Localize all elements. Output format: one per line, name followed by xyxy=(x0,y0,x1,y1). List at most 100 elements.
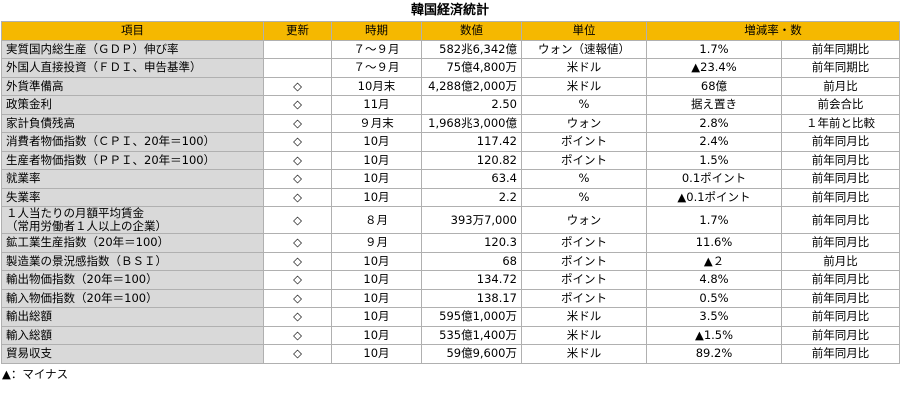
table-cell: ポイント xyxy=(521,251,647,271)
table-cell: 595億1,000万 xyxy=(421,307,522,327)
table-cell: 0.1ポイント xyxy=(646,169,782,189)
table-cell: 120.82 xyxy=(421,150,522,170)
table-row: 輸入物価指数（20年＝100） ◇ 10月 138.17 ポイント 0.5% 前年同月比 xyxy=(1,288,900,308)
table-cell: 前年同月比 xyxy=(781,132,900,152)
table-row: １人当たりの月額平均賃金 （常用労働者１人以上の企業） ◇ ８月 393万7,000 ウ… xyxy=(1,206,900,234)
header-cell: 数値 xyxy=(421,21,522,41)
table-cell: 実質国内総生産（ＧＤＰ）伸び率 xyxy=(1,39,264,59)
table-cell: ポイント xyxy=(521,233,647,253)
table-cell: 米ドル xyxy=(521,76,647,96)
table-cell: 製造業の景況感指数（ＢＳＩ） xyxy=(1,251,264,271)
table-cell: 134.72 xyxy=(421,270,522,290)
table-cell: 前年同月比 xyxy=(781,169,900,189)
table-cell: 0.5% xyxy=(646,288,782,308)
table-cell: ７～９月 xyxy=(331,39,422,59)
table-cell: 前年同月比 xyxy=(781,307,900,327)
table-row: 輸入総額 ◇ 10月 535億1,400万 米ドル ▲1.5% 前年同月比 xyxy=(1,325,900,345)
table-cell: 前会合比 xyxy=(781,95,900,115)
table-cell: ウォン xyxy=(521,206,647,234)
table-cell: 前年同期比 xyxy=(781,58,900,78)
header-cell: 時期 xyxy=(331,21,422,41)
table-cell: 10月 xyxy=(331,307,422,327)
table-cell: ◇ xyxy=(263,132,332,152)
table-cell: 10月末 xyxy=(331,76,422,96)
table-cell: 前年同月比 xyxy=(781,233,900,253)
table-cell: 輸入物価指数（20年＝100） xyxy=(1,288,264,308)
table-cell: 11月 xyxy=(331,95,422,115)
table-cell: 失業率 xyxy=(1,187,264,207)
table-cell: ポイント xyxy=(521,288,647,308)
table-cell: 前年同月比 xyxy=(781,150,900,170)
header-cell: 増減率・数 xyxy=(646,21,900,41)
table-cell: 3.5% xyxy=(646,307,782,327)
table-cell: 63.4 xyxy=(421,169,522,189)
table-cell: １年前と比較 xyxy=(781,113,900,133)
table-cell xyxy=(263,39,332,59)
header-cell: 更新 xyxy=(263,21,332,41)
table-cell: 10月 xyxy=(331,251,422,271)
table-cell: ◇ xyxy=(263,150,332,170)
table-cell: 393万7,000 xyxy=(421,206,522,234)
table-cell: ◇ xyxy=(263,288,332,308)
table-cell: ▲２ xyxy=(646,251,782,271)
table-cell: ◇ xyxy=(263,325,332,345)
table-cell: 1.7% xyxy=(646,39,782,59)
table-cell: ◇ xyxy=(263,233,332,253)
footnote: ▲：マイナス xyxy=(2,366,69,381)
table-cell: ◇ xyxy=(263,169,332,189)
table-cell: 10月 xyxy=(331,288,422,308)
table-cell: ウォン（速報値） xyxy=(521,39,647,59)
table-cell: ９月末 xyxy=(331,113,422,133)
table-row: 輸出総額 ◇ 10月 595億1,000万 米ドル 3.5% 前年同月比 xyxy=(1,307,900,327)
table-cell: 10月 xyxy=(331,169,422,189)
table-row: 外貨準備高 ◇ 10月末 4,288億2,000万 米ドル 68億 前月比 xyxy=(1,76,900,96)
table-cell: ウォン xyxy=(521,113,647,133)
table-cell: 米ドル xyxy=(521,307,647,327)
table-cell: 前年同月比 xyxy=(781,187,900,207)
table-cell xyxy=(263,58,332,78)
table-row: 家計負債残高 ◇ ９月末 1,968兆3,000億 ウォン 2.8% １年前と比較 xyxy=(1,113,900,133)
table-cell: % xyxy=(521,95,647,115)
table-cell: 2.2 xyxy=(421,187,522,207)
table-cell: 米ドル xyxy=(521,344,647,364)
table-cell: 59億9,600万 xyxy=(421,344,522,364)
table-cell: ８月 xyxy=(331,206,422,234)
table-cell: 117.42 xyxy=(421,132,522,152)
table-cell: 前月比 xyxy=(781,76,900,96)
table-cell: ◇ xyxy=(263,206,332,234)
table-cell: % xyxy=(521,169,647,189)
table-cell: 138.17 xyxy=(421,288,522,308)
table-cell: 米ドル xyxy=(521,58,647,78)
table-cell: ７～９月 xyxy=(331,58,422,78)
table-cell: ポイント xyxy=(521,270,647,290)
table-row: 貿易収支 ◇ 10月 59億9,600万 米ドル 89.2% 前年同月比 xyxy=(1,344,900,364)
table-cell: 外貨準備高 xyxy=(1,76,264,96)
table-cell: 10月 xyxy=(331,150,422,170)
table-cell: ポイント xyxy=(521,132,647,152)
table-cell: ◇ xyxy=(263,95,332,115)
table-cell: ◇ xyxy=(263,251,332,271)
table-cell: 10月 xyxy=(331,270,422,290)
table-cell: ９月 xyxy=(331,233,422,253)
table-cell: 輸出総額 xyxy=(1,307,264,327)
table-cell: ポイント xyxy=(521,150,647,170)
header-row: 項目 更新 時期 数値 単位 増減率・数 xyxy=(1,21,900,41)
table-cell: 鉱工業生産指数（20年＝100） xyxy=(1,233,264,253)
table-row: 就業率 ◇ 10月 63.4% 0.1ポイント 前年同月比 xyxy=(1,169,900,189)
table-cell: 前年同月比 xyxy=(781,206,900,234)
table-cell: １人当たりの月額平均賃金 （常用労働者１人以上の企業） xyxy=(1,206,264,234)
table-cell: 1,968兆3,000億 xyxy=(421,113,522,133)
table-cell: ▲23.4% xyxy=(646,58,782,78)
table-cell: 政策金利 xyxy=(1,95,264,115)
table-cell: % xyxy=(521,187,647,207)
table-cell: 10月 xyxy=(331,132,422,152)
header-cell: 単位 xyxy=(521,21,647,41)
table-cell: 貿易収支 xyxy=(1,344,264,364)
table-cell: 前年同月比 xyxy=(781,270,900,290)
table-cell: 4,288億2,000万 xyxy=(421,76,522,96)
table-cell: 前年同月比 xyxy=(781,344,900,364)
table-cell: 89.2% xyxy=(646,344,782,364)
table-cell: 75億4,800万 xyxy=(421,58,522,78)
table-cell: 68 xyxy=(421,251,522,271)
table-cell: 120.3 xyxy=(421,233,522,253)
